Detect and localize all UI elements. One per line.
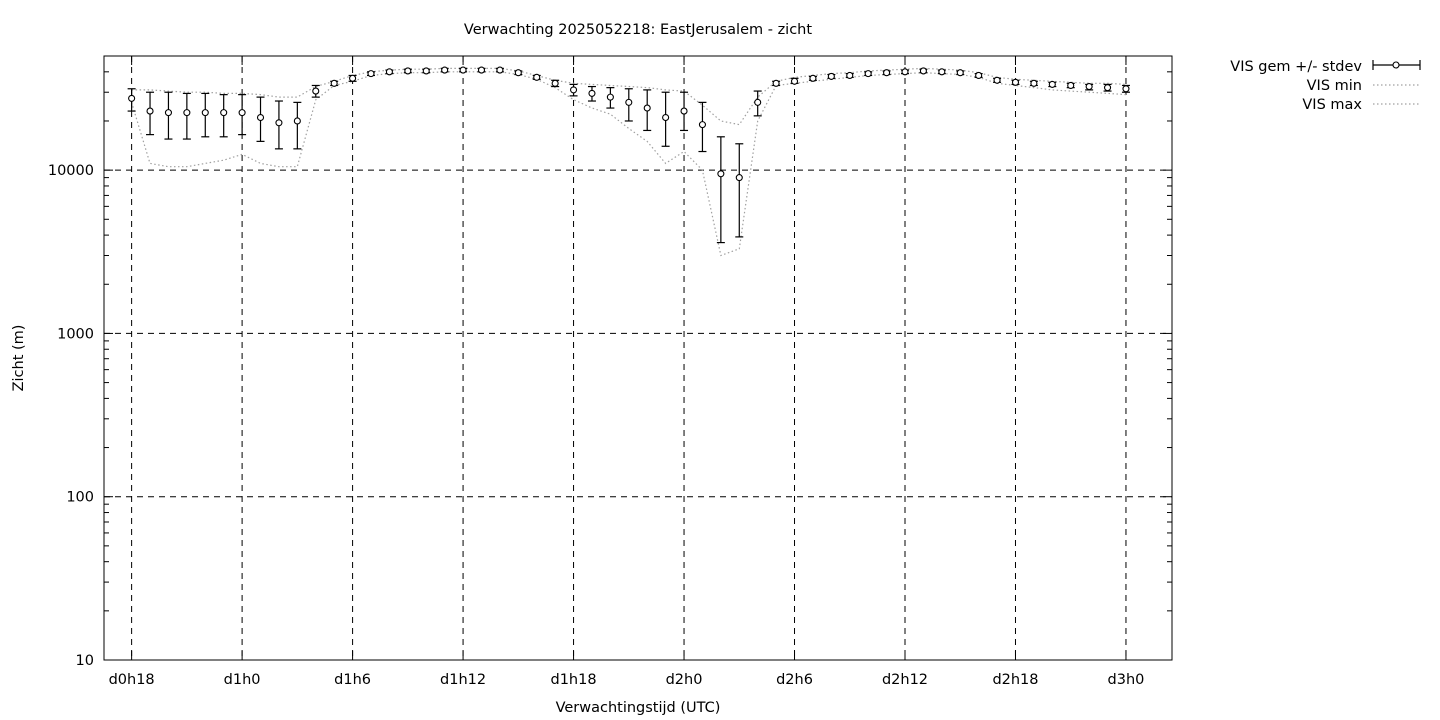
mean-point: [754, 98, 762, 106]
grid-lines: [104, 56, 1172, 660]
chart-title: Verwachting 2025052218: EastJerusalem - …: [464, 22, 812, 38]
mean-point: [551, 79, 559, 87]
mean-point: [459, 66, 467, 74]
x-tick-label: d1h18: [551, 672, 597, 688]
mean-point: [146, 107, 154, 115]
mean-point: [772, 79, 780, 87]
y-tick-label: 10: [76, 653, 94, 669]
mean-point: [183, 109, 191, 117]
mean-point: [128, 94, 136, 102]
legend: VIS gem +/- stdev VIS min VIS max: [1230, 59, 1421, 113]
mean-point: [975, 71, 983, 80]
mean-point: [606, 93, 614, 101]
mean-point: [201, 109, 209, 117]
x-tick-label: d3h0: [1108, 672, 1145, 688]
legend-label-max: VIS max: [1302, 97, 1362, 113]
axis-ticks: [104, 56, 1172, 661]
mean-point: [1048, 80, 1056, 88]
mean-point: [385, 68, 393, 76]
plot-frame: [103, 55, 1173, 661]
mean-point: [164, 109, 172, 117]
y-tick-label: 10000: [48, 163, 94, 179]
mean-point: [846, 71, 854, 80]
x-tick-label: d2h12: [882, 672, 928, 688]
mean-point: [349, 74, 357, 82]
mean-point: [588, 89, 596, 97]
mean-point: [533, 73, 541, 81]
mean-point: [1085, 82, 1093, 91]
mean-point: [570, 86, 578, 94]
mean-point: [790, 77, 799, 85]
mean-point: [293, 117, 301, 125]
mean-point: [1067, 81, 1075, 90]
x-tick-label: d2h18: [992, 672, 1038, 688]
x-axis-label: Verwachtingstijd (UTC): [556, 700, 721, 716]
tick-labels: d0h18 d1h0 d1h6 d1h12 d1h18 d2h0 d2h6 d2h12 d2h1…: [48, 163, 1145, 688]
mean-point: [422, 67, 430, 75]
mean-point: [367, 70, 375, 78]
mean-point: [883, 69, 891, 77]
y-tick-label: 1000: [57, 326, 94, 342]
mean-point: [404, 67, 412, 75]
mean-point: [238, 109, 246, 117]
mean-point: [938, 68, 946, 76]
mean-point: [643, 104, 651, 112]
mean-point: [1122, 85, 1130, 93]
mean-point: [514, 69, 522, 77]
mean-point: [312, 87, 320, 95]
legend-label-mean: VIS gem +/- stdev: [1230, 59, 1362, 75]
mean-point: [496, 66, 504, 74]
mean-point: [275, 119, 283, 127]
mean-point: [864, 70, 872, 78]
x-tick-label: d1h12: [440, 672, 486, 688]
mean-point: [901, 68, 909, 76]
mean-point: [735, 174, 743, 182]
error-bars: [127, 67, 1130, 244]
x-tick-label: d0h18: [109, 672, 155, 688]
mean-point: [330, 79, 338, 87]
mean-point: [680, 107, 688, 115]
legend-label-min: VIS min: [1307, 78, 1362, 94]
mean-point: [662, 113, 670, 122]
mean-point: [993, 76, 1001, 84]
y-axis-label: Zicht (m): [11, 325, 27, 392]
mean-point: [809, 74, 817, 82]
mean-point: [220, 109, 228, 117]
mean-point: [827, 72, 835, 80]
y-tick-label: 100: [66, 490, 94, 506]
legend-swatch-mean: [1372, 60, 1421, 70]
x-tick-label: d2h6: [776, 672, 813, 688]
mean-point: [256, 113, 265, 122]
mean-point: [1011, 78, 1020, 86]
mean-point: [956, 69, 964, 77]
mean-point: [441, 66, 449, 74]
mean-point: [919, 67, 927, 75]
mean-point: [625, 98, 633, 106]
mean-point: [1030, 79, 1038, 87]
x-tick-label: d2h0: [666, 672, 703, 688]
mean-point: [698, 121, 706, 129]
mean-points: [128, 66, 1130, 182]
mean-point: [717, 170, 725, 178]
mean-point: [1104, 84, 1112, 92]
mean-point: [477, 66, 486, 74]
x-tick-label: d1h6: [334, 672, 371, 688]
x-tick-label: d1h0: [224, 672, 261, 688]
